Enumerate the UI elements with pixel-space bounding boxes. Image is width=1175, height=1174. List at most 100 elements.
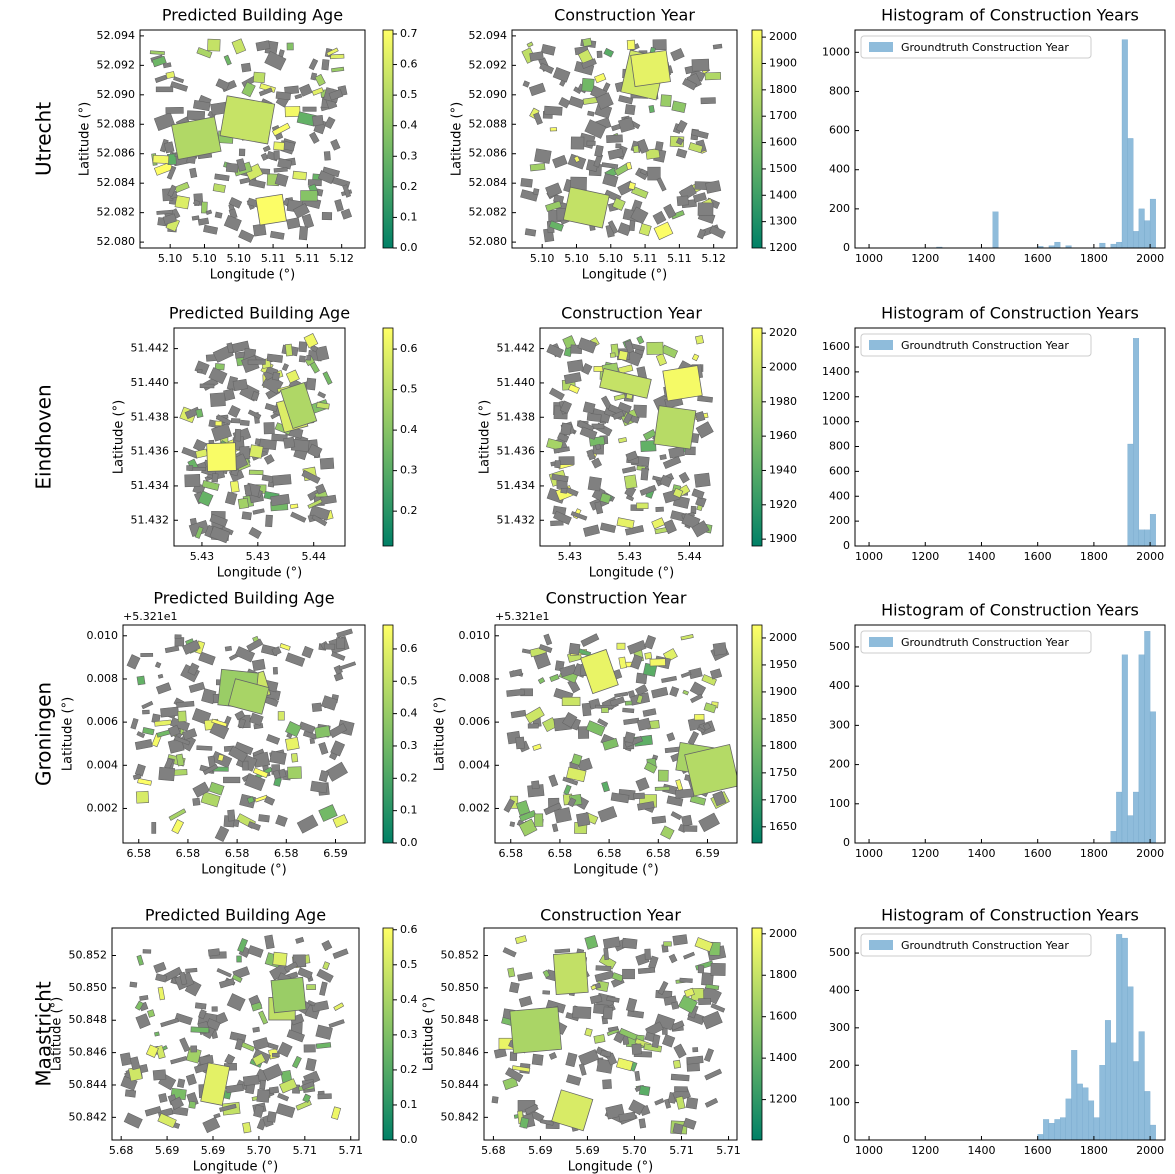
building [695, 937, 713, 951]
building [705, 1069, 722, 1080]
building [235, 429, 241, 441]
building [291, 512, 307, 522]
building [322, 59, 329, 70]
building [602, 1080, 611, 1089]
building [672, 101, 686, 113]
histogram-bar [1139, 209, 1145, 248]
y-tick-label: 400 [829, 983, 850, 996]
building [622, 969, 634, 979]
building [265, 403, 278, 411]
building [508, 968, 515, 977]
panel-title: Histogram of Construction Years [881, 6, 1139, 25]
y-tick-label: 500 [829, 640, 850, 653]
building [649, 105, 655, 112]
building [521, 178, 533, 187]
building [283, 437, 294, 448]
y-tick-label: 0 [843, 539, 850, 552]
building [622, 466, 635, 473]
x-tick-label: 5.43 [558, 550, 583, 563]
y-tick-label: 50.842 [69, 1110, 108, 1123]
buildings [546, 335, 713, 537]
building [175, 635, 181, 639]
building [195, 449, 207, 458]
building [583, 38, 592, 47]
building [547, 344, 564, 357]
histogram-bar [1116, 934, 1122, 1140]
histogram-bar [1122, 40, 1128, 248]
x-tick-label: 5.10 [192, 252, 217, 265]
colorbar-tick-label: 0.5 [400, 958, 418, 971]
x-axis-label: Longitude (°) [573, 863, 658, 878]
building [209, 782, 224, 795]
x-tick-label: 2000 [1136, 550, 1164, 563]
building [634, 793, 645, 799]
building [492, 1096, 498, 1103]
building [249, 527, 262, 538]
y-tick-label: 51.440 [131, 376, 170, 389]
y-tick-label: 52.088 [97, 117, 136, 130]
building [278, 1093, 289, 1101]
x-axis-label: Longitude (°) [193, 1160, 278, 1174]
building [568, 384, 579, 393]
y-tick-label: 600 [829, 464, 850, 477]
building [623, 708, 634, 713]
building [295, 94, 302, 99]
x-tick-label: 5.69 [155, 1144, 180, 1157]
building [569, 643, 580, 655]
histogram-bar [1100, 243, 1106, 248]
building [567, 360, 583, 372]
building [664, 942, 672, 946]
building [172, 819, 184, 833]
building [697, 505, 703, 511]
building [311, 781, 328, 793]
x-axis-label: Longitude (°) [201, 863, 286, 878]
y-axis-label: Latitude (°) [422, 997, 437, 1071]
colorbar-tick-label: 1700 [769, 793, 797, 806]
histogram-bar [1122, 655, 1128, 843]
colorbar-tick-label: 0.0 [400, 836, 418, 849]
building [681, 634, 694, 640]
legend-label: Groundtruth Construction Year [901, 339, 1069, 352]
building [690, 694, 702, 703]
building [154, 962, 166, 973]
x-tick-label: 5.70 [247, 1144, 272, 1157]
building [697, 229, 705, 239]
y-tick-label: 1400 [822, 365, 850, 378]
histogram-bar [993, 212, 999, 248]
histogram-bar [1116, 242, 1122, 248]
building [225, 646, 232, 651]
building [597, 51, 602, 58]
building [339, 662, 356, 670]
building [595, 444, 600, 450]
building [334, 673, 343, 681]
building [588, 477, 602, 491]
y-tick-label: 52.080 [97, 235, 136, 248]
building [233, 820, 239, 827]
building [627, 40, 635, 49]
building [600, 1050, 611, 1057]
building [673, 1123, 683, 1134]
building [679, 472, 689, 483]
building [310, 738, 315, 743]
y-tick-label: 800 [829, 84, 850, 97]
x-tick-label: 1400 [967, 550, 995, 563]
building [193, 798, 200, 806]
building [274, 168, 288, 173]
histogram-bar [1060, 1118, 1066, 1140]
building [287, 218, 300, 229]
building [534, 149, 551, 164]
building [549, 1052, 556, 1059]
x-tick-label: 1600 [1024, 847, 1052, 860]
building [614, 394, 625, 401]
y-tick-label: 52.094 [97, 29, 136, 42]
x-tick-label: 1800 [1080, 550, 1108, 563]
histogram-bar [1150, 712, 1156, 843]
building [677, 196, 689, 206]
y-tick-label: 50.844 [441, 1078, 480, 1091]
building [658, 770, 668, 781]
building [587, 111, 594, 116]
histogram-bar [1055, 242, 1061, 248]
building [212, 1007, 217, 1012]
building [226, 1084, 243, 1093]
building [180, 1038, 190, 1052]
